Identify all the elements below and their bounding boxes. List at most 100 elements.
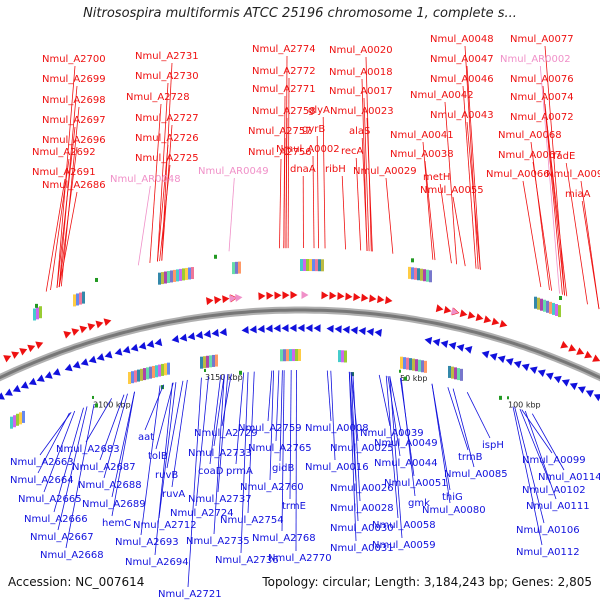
gene-function-block: [292, 349, 295, 362]
reverse-gene-arrow: [448, 342, 457, 350]
gene-label: Nmul_A2728: [126, 92, 190, 103]
gene-label: hemC: [102, 518, 131, 529]
gene-leader-line: [45, 178, 66, 292]
reverse-gene-arrow: [52, 368, 61, 376]
gene-function-block: [167, 362, 170, 375]
gene-leader-line: [348, 371, 357, 542]
reverse-gene-arrow: [561, 379, 570, 387]
gene-function-block: [421, 360, 424, 373]
gene-function-block: [454, 367, 457, 380]
gene-label: tolB: [148, 451, 168, 462]
forward-gene-arrow: [576, 347, 585, 355]
gene-label: Nmul_A2758: [252, 106, 316, 117]
backbone-shadow: [0, 306, 600, 382]
gc-marker: [95, 403, 98, 408]
gene-label: Nmul_A0008: [305, 423, 369, 434]
gene-leader-line: [58, 191, 78, 288]
gene-label: Nmul_A2756: [248, 147, 312, 158]
reverse-gene-arrow: [138, 341, 147, 350]
gene-label: Nmul_A0046: [430, 74, 494, 85]
gene-function-block: [312, 259, 315, 272]
gene-leader-line: [531, 413, 565, 471]
gene-leader-line: [50, 158, 70, 291]
gene-leader-line: [316, 135, 319, 249]
gene-label: Nmul_A0028: [330, 503, 394, 514]
gene-function-block: [555, 304, 558, 316]
reverse-gene-arrow: [146, 340, 155, 348]
gene-leader-line: [235, 372, 245, 465]
gene-function-block: [451, 366, 454, 379]
gene-label: ruvA: [162, 489, 185, 500]
gene-label: Nmul_A2686: [42, 180, 106, 191]
reverse-gene-arrow: [20, 381, 29, 389]
gene-function-block: [137, 369, 140, 382]
gene-leader-line: [195, 376, 209, 507]
gene-function-block: [315, 259, 318, 272]
gene-function-block: [460, 368, 463, 381]
gene-label: Nmul_A2721: [158, 589, 222, 600]
gene-function-block: [408, 266, 411, 279]
gene-label: Nmul_A2698: [42, 95, 106, 106]
gene-label: Nmul_A2725: [135, 153, 199, 164]
gene-function-block: [420, 268, 423, 281]
gene-label: Nmul_A2667: [30, 532, 94, 543]
gene-leader-line: [289, 370, 292, 500]
gene-leader-line: [65, 403, 95, 549]
forward-gene-arrow: [235, 293, 243, 302]
gene-function-block: [22, 410, 25, 423]
gene-function-block: [39, 306, 42, 319]
gene-leader-line: [149, 103, 162, 263]
gene-label: Nmul_A2759: [238, 423, 302, 434]
gene-function-block: [344, 350, 347, 363]
gene-leader-line: [542, 85, 563, 295]
reverse-gene-arrow: [497, 355, 506, 364]
gene-label: Nmul_A2712: [133, 520, 197, 531]
gene-label: coaD: [198, 466, 224, 477]
gene-function-block: [16, 413, 19, 426]
gene-leader-line: [521, 409, 553, 454]
gene-function-block: [158, 364, 161, 377]
gene-label: recA: [341, 146, 364, 157]
gene-function-block: [423, 269, 426, 282]
scale-tick-mark: [92, 395, 94, 399]
gene-label: Nmul_A0017: [329, 86, 393, 97]
forward-gene-arrow: [11, 351, 20, 359]
reverse-gene-arrow: [481, 350, 490, 359]
gene-function-block: [338, 350, 341, 363]
gene-label: Nmul_A2696: [42, 135, 106, 146]
gene-leader-line: [350, 372, 359, 522]
top-label-layer: Nmul_A2700 Nmul_A2699 Nmul_A2698 Nmul_A2697…: [32, 34, 600, 310]
gene-label: Nmul_A0080: [422, 505, 486, 516]
forward-gene-arrow: [19, 348, 28, 356]
gene-label: Nmul_A0026: [330, 483, 394, 494]
gene-function-block: [426, 269, 429, 282]
gene-label: Nmul_A0023: [330, 106, 394, 117]
gene-label: Nmul_A0059: [372, 540, 436, 551]
gene-label: Nmul_A0048: [430, 34, 494, 45]
gene-leader-line: [60, 106, 80, 287]
gene-leader-line: [221, 373, 232, 427]
gene-leader-line: [363, 97, 370, 252]
gene-label: Nmul_A0031: [330, 543, 394, 554]
gene-label: Nmul_A0055: [420, 185, 484, 196]
forward-gene-arrow: [27, 344, 36, 353]
gene-function-block: [424, 360, 427, 373]
gc-marker: [411, 258, 414, 263]
forward-gene-arrow: [222, 295, 230, 304]
gene-function-block: [448, 365, 451, 378]
gene-label: Nmul_A0039: [360, 428, 424, 439]
gene-label: Nmul_A0030: [330, 523, 394, 534]
gene-function-block: [411, 267, 414, 280]
reverse-gene-arrow: [171, 334, 180, 343]
gc-marker: [214, 254, 217, 259]
gene-function-block: [188, 267, 191, 280]
gene-function-block: [33, 308, 36, 321]
reverse-gene-arrow: [12, 384, 21, 393]
gene-leader-line: [103, 393, 128, 479]
gene-function-block: [537, 297, 540, 310]
forward-gene-arrow: [499, 319, 508, 328]
gene-leader-line: [111, 391, 135, 517]
reverse-gene-arrow: [104, 350, 113, 359]
gene-function-block: [318, 259, 321, 272]
reverse-gene-arrow: [521, 363, 530, 372]
